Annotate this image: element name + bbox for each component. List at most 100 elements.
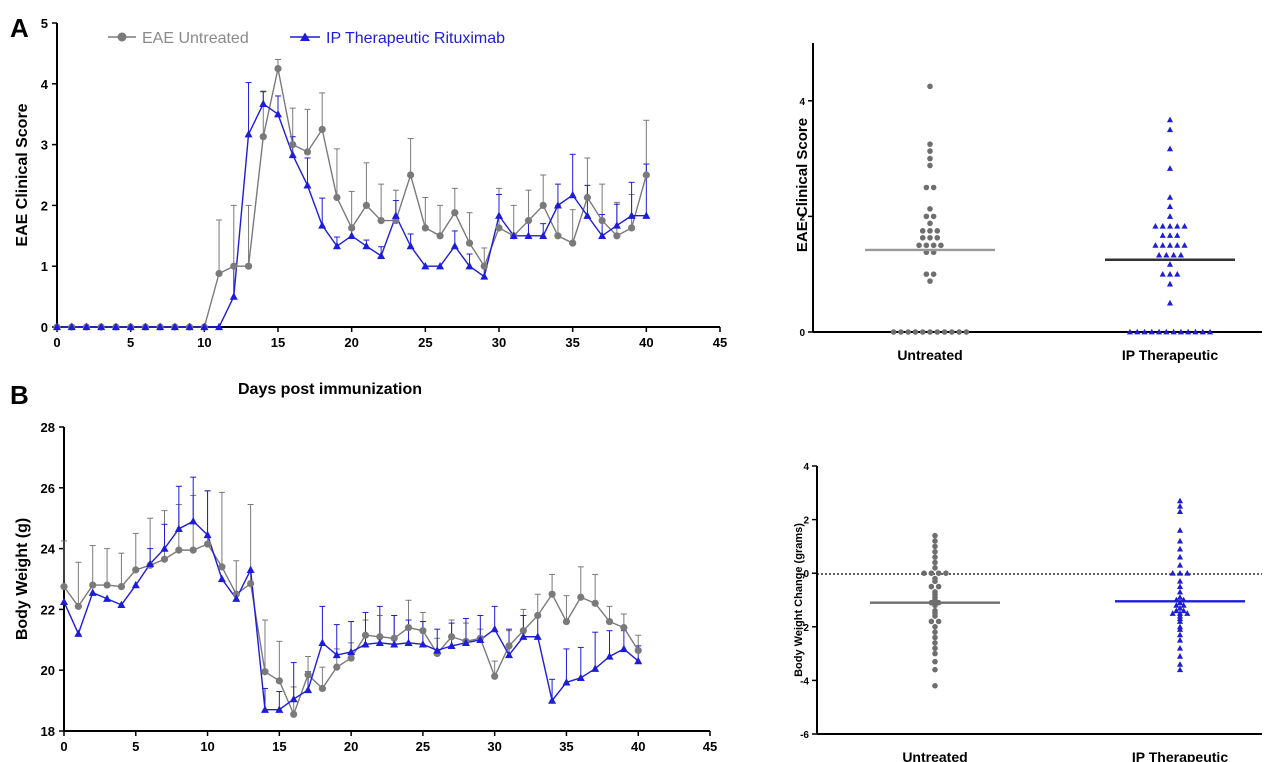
scatter-point-untreated: [932, 624, 938, 630]
scatter-point-ip-therapeutic: [1176, 588, 1184, 595]
category-label: IP Therapeutic: [1122, 347, 1218, 363]
scatter-point-ip-therapeutic: [1176, 604, 1184, 611]
data-point-untreated: [347, 654, 355, 662]
data-point-rituximab: [160, 544, 169, 552]
scatter-point-untreated: [927, 329, 933, 335]
data-point-rituximab: [259, 99, 268, 108]
data-point-rituximab: [141, 322, 150, 331]
scatter-point-ip-therapeutic: [1206, 328, 1214, 335]
data-point-untreated: [304, 671, 312, 679]
b-right-y-title: Body Weight Change (grams): [793, 523, 805, 677]
a-left-x-title: Days post immunization: [238, 381, 422, 398]
data-point-untreated: [421, 224, 429, 232]
data-point-untreated: [132, 566, 140, 574]
scatter-point-ip-therapeutic: [1176, 508, 1184, 514]
data-point-rituximab: [146, 559, 155, 567]
data-point-untreated: [613, 232, 621, 240]
data-point-rituximab: [131, 580, 140, 589]
data-point-untreated: [303, 148, 312, 156]
x-tick-label: 20: [344, 739, 358, 754]
scatter-point-ip-therapeutic: [1176, 636, 1184, 643]
scatter-point-ip-therapeutic: [1148, 328, 1155, 335]
data-point-rituximab: [562, 678, 571, 686]
data-point-untreated: [189, 546, 197, 554]
scatter-point-ip-therapeutic: [1176, 626, 1184, 632]
data-point-untreated: [333, 193, 341, 202]
scatter-point-untreated: [928, 570, 935, 576]
data-point-rituximab: [215, 322, 224, 331]
data-point-untreated: [539, 201, 547, 209]
data-point-rituximab: [377, 251, 386, 260]
data-point-untreated: [175, 546, 183, 554]
data-point-rituximab: [447, 641, 456, 650]
data-point-rituximab: [53, 322, 61, 331]
data-point-untreated: [230, 262, 238, 270]
scatter-point-ip-therapeutic: [1173, 607, 1180, 614]
data-point-untreated: [495, 224, 503, 232]
scatter-point-ip-therapeutic: [1159, 223, 1166, 229]
y-tick-label: 20: [41, 663, 55, 678]
scatter-point-ip-therapeutic: [1176, 561, 1184, 568]
data-point-rituximab: [117, 600, 126, 608]
data-point-rituximab: [111, 322, 120, 331]
x-tick-label: 10: [197, 335, 211, 350]
scatter-point-ip-therapeutic: [1177, 328, 1184, 335]
scatter-point-ip-therapeutic: [1176, 594, 1184, 600]
scatter-point-untreated: [928, 618, 935, 625]
scatter-point-untreated: [932, 602, 938, 609]
data-point-rituximab: [260, 705, 269, 713]
x-tick-label: 10: [200, 739, 214, 754]
data-point-untreated: [160, 555, 169, 563]
x-tick-label: 30: [487, 739, 501, 754]
scatter-point-ip-therapeutic: [1166, 299, 1174, 306]
scatter-point-ip-therapeutic: [1176, 583, 1184, 590]
y-tick-label: 24: [41, 542, 56, 557]
y-tick-label: 1: [41, 259, 48, 274]
data-point-rituximab: [375, 638, 384, 646]
scatter-point-ip-therapeutic: [1169, 569, 1176, 576]
data-point-untreated: [436, 232, 444, 240]
data-point-rituximab: [232, 594, 241, 602]
data-point-untreated: [318, 125, 326, 133]
data-point-rituximab: [275, 705, 284, 713]
scatter-point-ip-therapeutic: [1170, 251, 1177, 258]
scatter-point-untreated: [932, 658, 938, 665]
data-point-untreated: [451, 209, 459, 217]
y-tick-label: 2: [799, 212, 805, 223]
scatter-point-untreated: [932, 629, 938, 635]
data-point-rituximab: [519, 632, 528, 640]
scatter-point-ip-therapeutic: [1176, 578, 1184, 584]
scatter-point-ip-therapeutic: [1166, 145, 1174, 152]
data-point-rituximab: [200, 322, 209, 331]
data-point-untreated: [74, 602, 82, 610]
scatter-point-ip-therapeutic: [1166, 194, 1174, 200]
scatter-point-untreated: [927, 278, 933, 284]
scatter-point-untreated: [932, 666, 938, 673]
y-tick-label: -2: [800, 623, 809, 634]
data-point-rituximab: [318, 638, 327, 646]
scatter-point-untreated: [930, 213, 937, 220]
a-left-y-title: EAE Clinical Score: [14, 103, 31, 246]
data-point-untreated: [261, 668, 269, 676]
data-point-untreated: [583, 193, 592, 202]
data-point-rituximab: [97, 322, 106, 331]
scatter-point-untreated: [923, 184, 930, 191]
data-point-rituximab: [347, 231, 356, 239]
data-point-rituximab: [533, 632, 542, 640]
data-point-untreated: [505, 642, 513, 650]
data-point-rituximab: [490, 624, 499, 633]
data-point-rituximab: [332, 241, 341, 250]
y-tick-label: 2: [41, 198, 48, 213]
x-tick-label: 20: [344, 335, 358, 350]
scatter-point-ip-therapeutic: [1184, 610, 1191, 616]
data-point-untreated: [519, 627, 527, 635]
category-label: IP Therapeutic: [1132, 749, 1228, 762]
data-point-untreated: [524, 217, 533, 225]
scatter-point-ip-therapeutic: [1126, 328, 1134, 335]
scatter-point-ip-therapeutic: [1176, 631, 1184, 638]
data-point-rituximab: [598, 231, 607, 239]
legend-rituximab-marker: [300, 32, 310, 41]
legend: EAE Untreated IP Therapeutic Rituximab: [108, 30, 505, 47]
panel-letter-b: B: [10, 380, 29, 410]
scatter-point-untreated: [927, 234, 933, 241]
